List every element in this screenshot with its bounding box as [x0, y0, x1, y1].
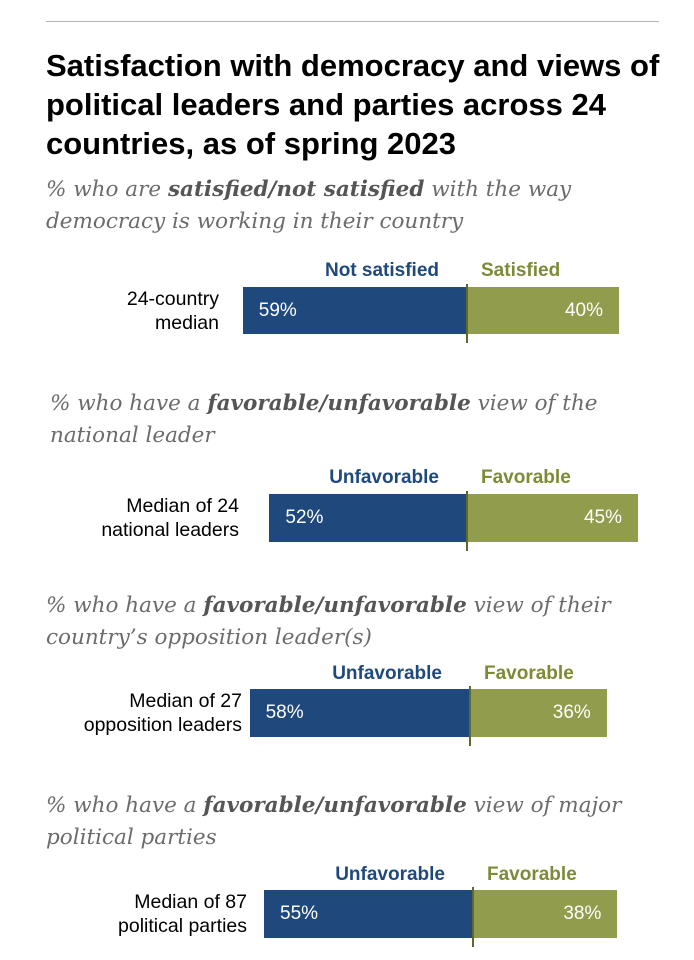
subtitle-text: view of the national leader — [50, 391, 598, 448]
chart-subtitle: % who have a favorable/unfavorable view … — [46, 590, 686, 654]
chart-subtitle: % who are satisfied/not satisfied with t… — [46, 174, 686, 238]
row-label: Median of 87 political parties — [118, 890, 247, 938]
bar-positive: 36% — [470, 689, 607, 737]
legend-label-positive: Favorable — [487, 864, 577, 885]
bar-positive: 38% — [473, 890, 618, 938]
legend-label-positive: Favorable — [484, 663, 574, 684]
row-label-line: national leaders — [101, 519, 239, 541]
center-divider — [466, 491, 468, 551]
subtitle-emphasis: favorable/unfavorable — [203, 793, 467, 818]
row-label-line: 24-country — [126, 287, 219, 310]
legend-label-negative: Unfavorable — [335, 864, 445, 885]
bar-negative: 59% — [242, 287, 467, 334]
top-rule — [46, 21, 659, 22]
subtitle-emphasis: satisfied/not satisfied — [167, 177, 425, 202]
legend-label-positive: Favorable — [481, 467, 571, 488]
legend-label-negative: Unfavorable — [329, 467, 439, 488]
subtitle-text: % who have a — [46, 793, 204, 818]
row-label-line: opposition leaders — [83, 714, 242, 736]
legend-label-positive: Satisfied — [481, 260, 561, 281]
center-divider — [466, 284, 468, 343]
row-label-line: Median of 27 — [129, 690, 242, 712]
row-label-line: Median of 87 — [134, 891, 247, 913]
bar-negative: 55% — [264, 890, 473, 938]
row-label: Median of 27 opposition leaders — [84, 689, 242, 737]
subtitle-text: view of their country’s opposition leade… — [46, 593, 611, 650]
legend-label-negative: Unfavorable — [332, 663, 442, 684]
bar-positive: 40% — [467, 287, 619, 334]
subtitle-emphasis: favorable/unfavorable — [203, 593, 467, 618]
chart-subtitle: % who have a favorable/unfavorable view … — [46, 790, 686, 854]
bar-value-label: 52% — [285, 507, 324, 528]
row-label-line: median — [155, 311, 219, 334]
row-label-line: political parties — [118, 915, 247, 937]
legend-label-negative: Not satisfied — [324, 260, 439, 281]
row-label: 24-country median — [127, 287, 219, 335]
bar-value-label: 58% — [265, 702, 304, 723]
row-label: Median of 24 national leaders — [101, 494, 239, 542]
bar-positive: 45% — [467, 494, 638, 542]
subtitle-text: % who have a — [50, 391, 208, 416]
subtitle-text: with the way democracy is working in the… — [46, 177, 572, 234]
row-label-line: Median of 24 — [126, 495, 239, 517]
center-divider — [472, 887, 474, 947]
bar-negative: 58% — [249, 689, 470, 737]
chart-subtitle: % who have a favorable/unfavorable view … — [50, 388, 690, 452]
bar-value-label: 45% — [583, 507, 622, 528]
subtitle-emphasis: favorable/unfavorable — [207, 391, 471, 416]
subtitle-text: view of major political parties — [46, 793, 622, 850]
bar-negative: 52% — [269, 494, 467, 542]
center-divider — [469, 686, 471, 746]
bar-value-label: 40% — [564, 299, 603, 321]
bar-value-label: 38% — [563, 903, 602, 924]
subtitle-text: % who have a — [46, 593, 204, 618]
bar-value-label: 36% — [552, 702, 591, 723]
bar-value-label: 59% — [258, 299, 297, 321]
chart-title: Satisfaction with democracy and views of… — [46, 48, 660, 161]
bar-value-label: 55% — [280, 903, 319, 924]
subtitle-text: % who are — [46, 177, 168, 202]
